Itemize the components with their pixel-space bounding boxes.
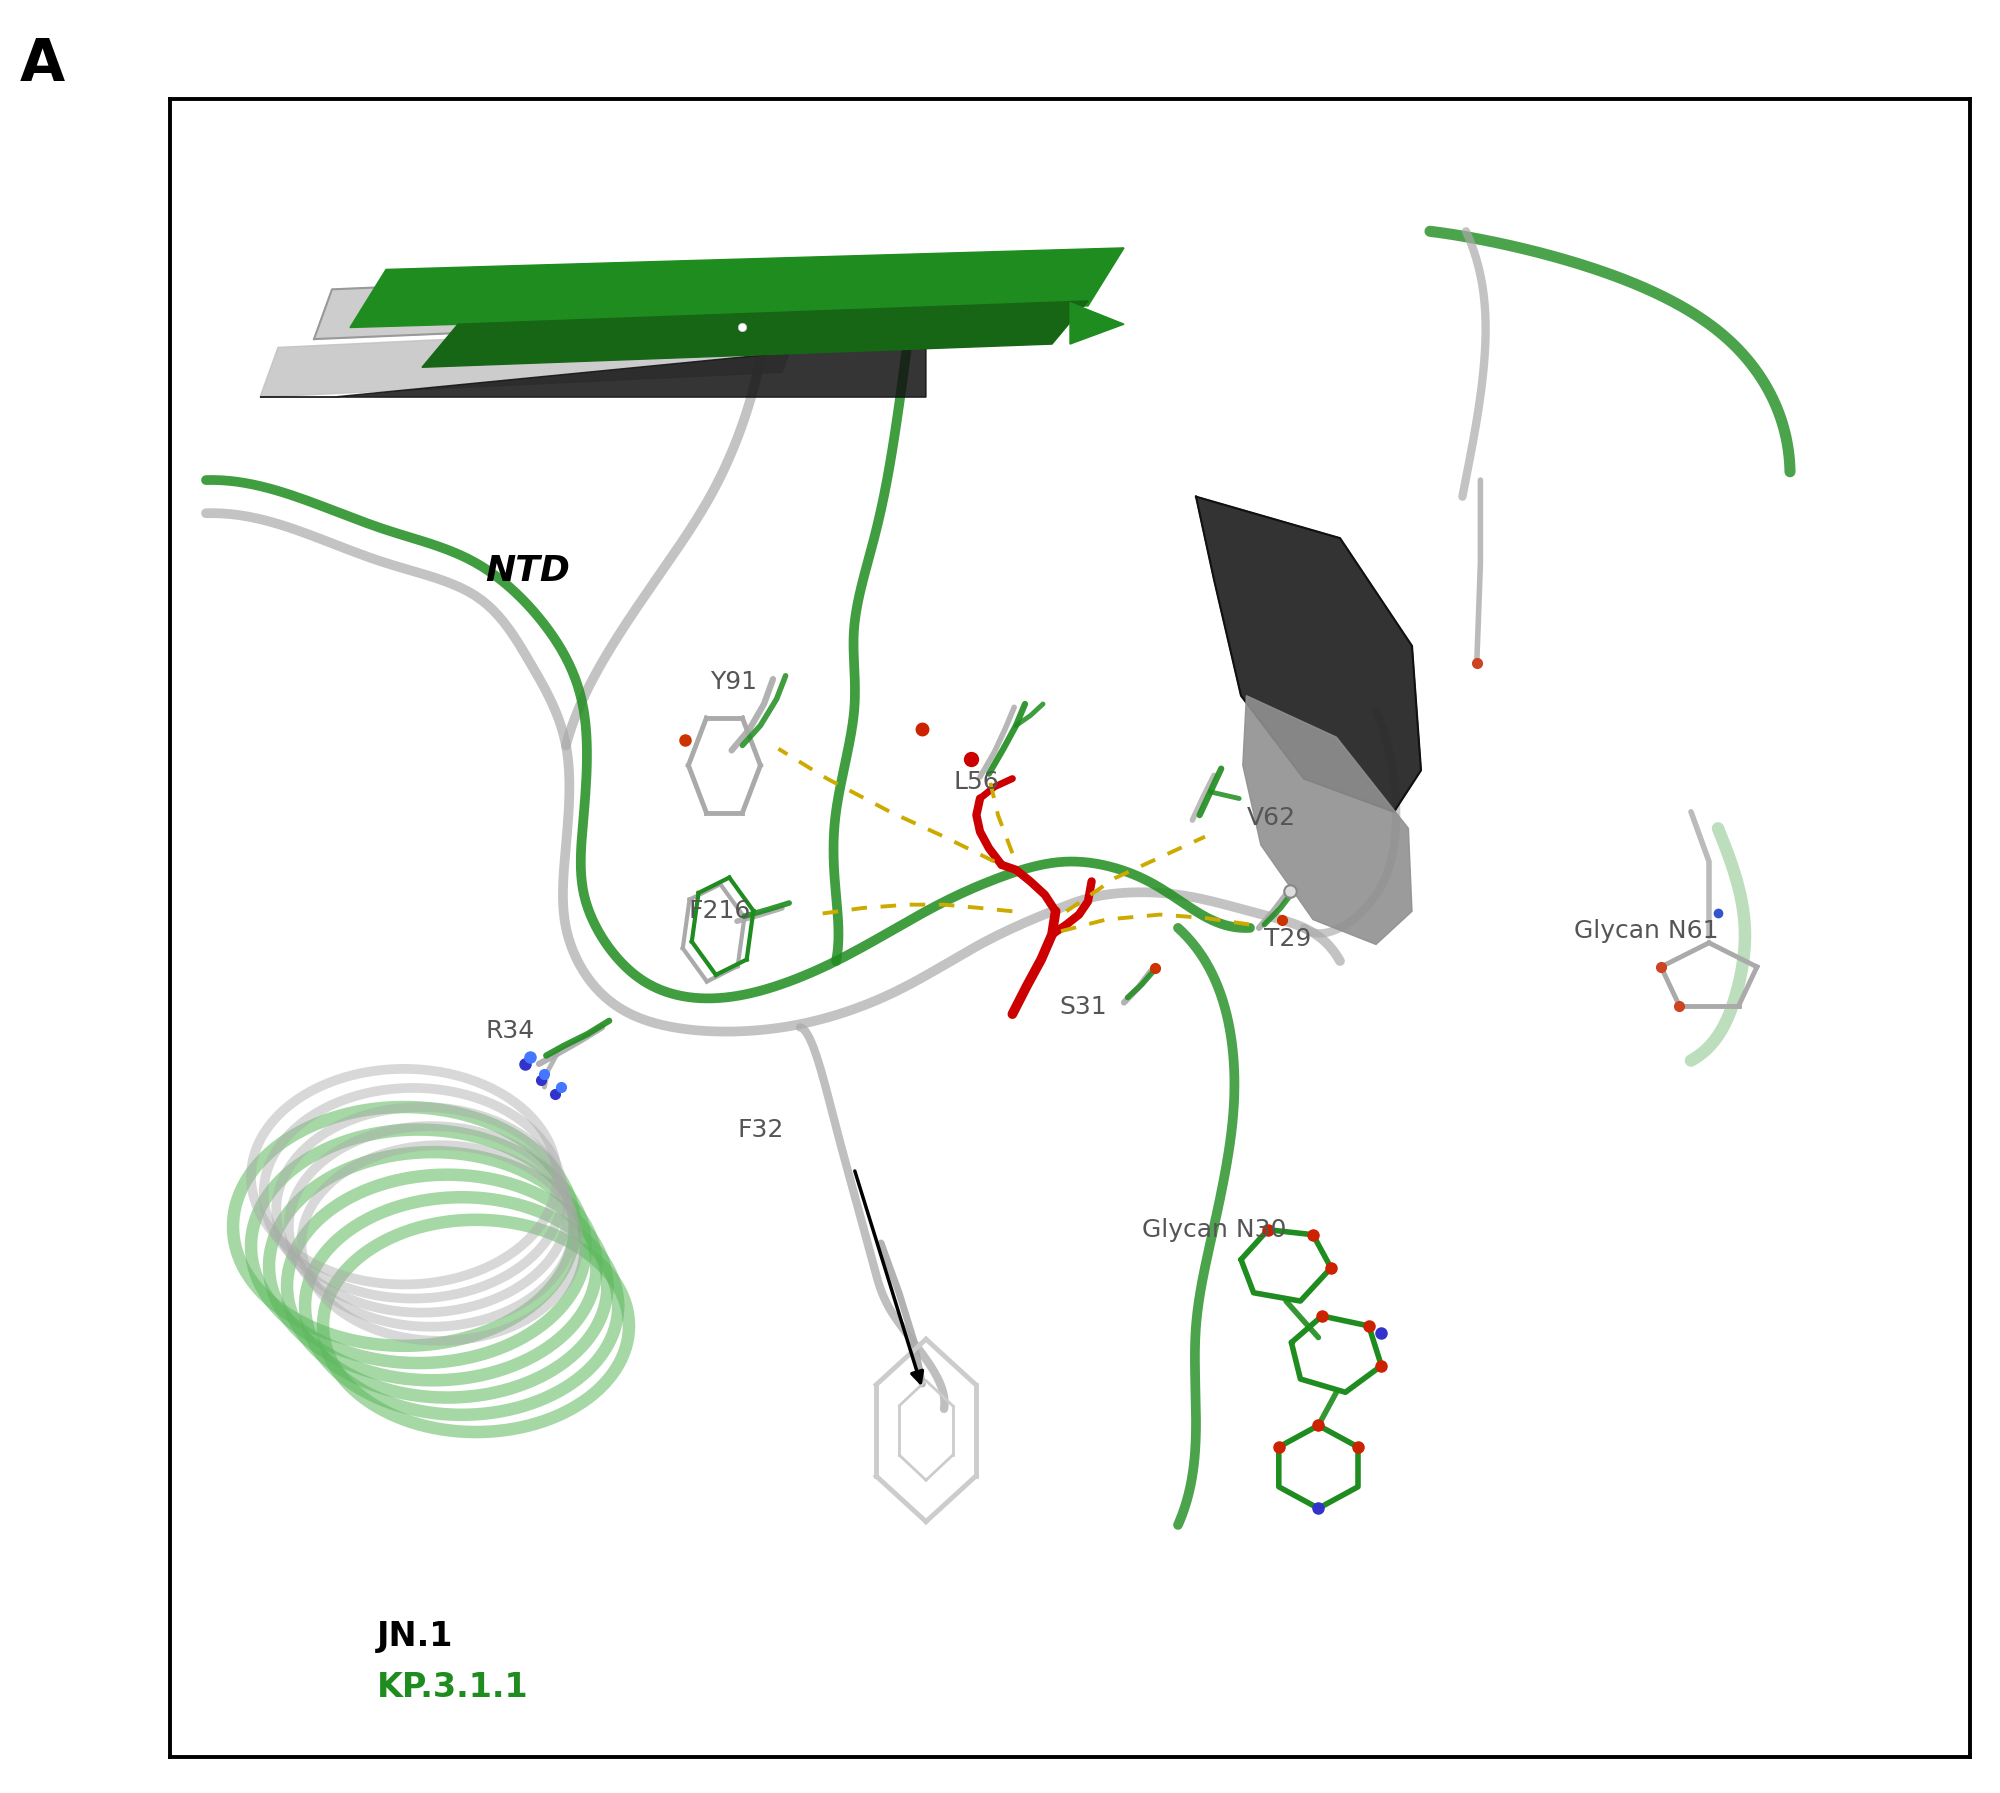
Text: Y91: Y91 <box>710 671 756 694</box>
Polygon shape <box>1196 497 1420 812</box>
Text: T29: T29 <box>1264 927 1312 952</box>
Text: F216: F216 <box>688 900 750 923</box>
Polygon shape <box>1070 303 1124 344</box>
Polygon shape <box>260 339 926 398</box>
Polygon shape <box>260 323 800 398</box>
Text: JN.1: JN.1 <box>376 1619 454 1653</box>
Text: L56: L56 <box>954 769 998 794</box>
Polygon shape <box>350 247 1124 328</box>
Text: V62: V62 <box>1246 807 1296 830</box>
Polygon shape <box>1242 696 1412 945</box>
Text: S31: S31 <box>1060 995 1106 1020</box>
Text: Glycan N61: Glycan N61 <box>1574 920 1718 943</box>
Polygon shape <box>314 264 926 339</box>
Polygon shape <box>422 301 1088 368</box>
Text: Glycan N30: Glycan N30 <box>1142 1217 1286 1243</box>
Text: A: A <box>20 36 66 93</box>
Text: F32: F32 <box>736 1119 784 1142</box>
Text: KP.3.1.1: KP.3.1.1 <box>376 1671 528 1703</box>
Text: R34: R34 <box>484 1018 534 1044</box>
Text: NTD: NTD <box>484 554 570 588</box>
